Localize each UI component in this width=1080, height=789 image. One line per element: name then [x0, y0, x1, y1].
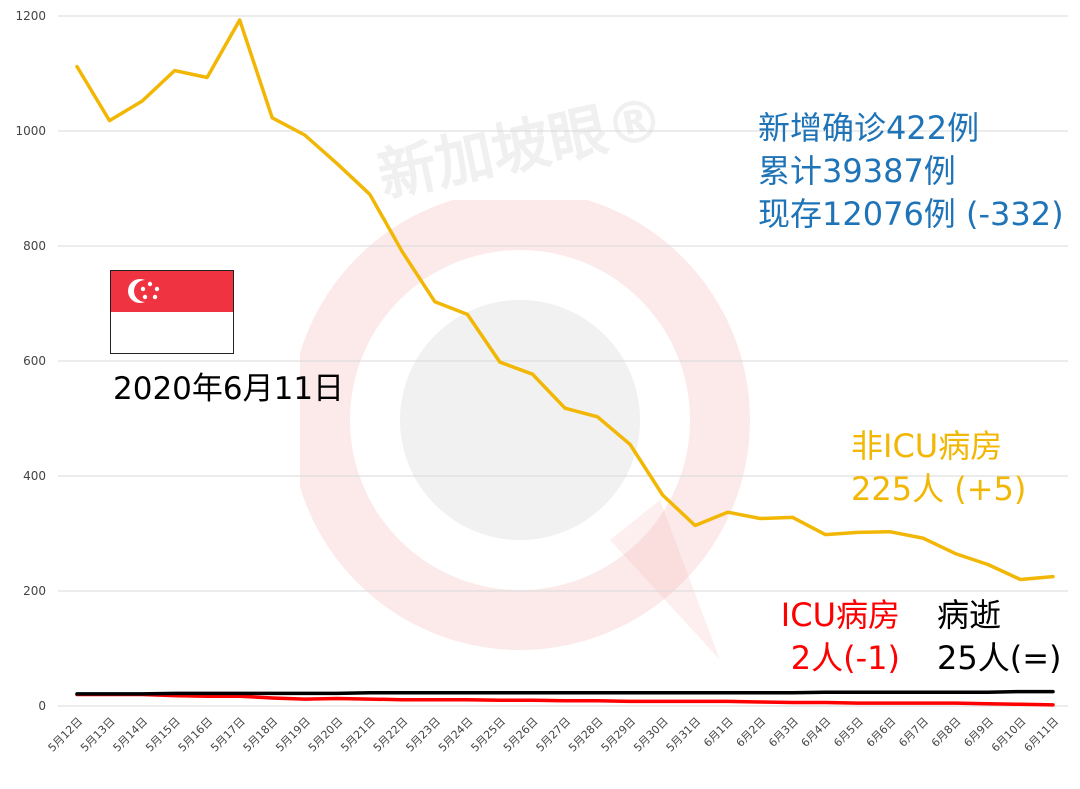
x-tick-label: 6月1日	[701, 715, 736, 750]
x-tick-label: 6月2日	[734, 715, 769, 750]
x-tick-label: 5月12日	[46, 715, 86, 755]
x-tick-label: 6月3日	[766, 715, 801, 750]
x-tick-label: 6月7日	[896, 715, 931, 750]
active-cases-text: 现存12076例 (-332)	[758, 195, 1064, 233]
total-cases-text: 累计39387例	[758, 152, 956, 190]
non-icu-value: 225人 (+5)	[851, 470, 1027, 508]
x-tick-label: 5月30日	[631, 715, 671, 755]
y-tick-label: 1200	[15, 9, 46, 23]
x-tick-label: 6月8日	[929, 715, 964, 750]
x-tick-label: 5月14日	[111, 715, 151, 755]
x-tick-label: 5月15日	[143, 715, 183, 755]
icu-annotation: ICU病房 2人(-1)	[770, 594, 900, 680]
x-tick-label: 5月13日	[78, 715, 118, 755]
deaths-value: 25人(=)	[937, 639, 1062, 677]
x-tick-label: 5月24日	[436, 715, 476, 755]
non-icu-title: 非ICU病房	[851, 427, 1003, 465]
x-tick-label: 6月5日	[831, 715, 866, 750]
watermark-pin-icon	[300, 200, 750, 660]
x-tick-label: 5月22日	[371, 715, 411, 755]
x-axis-ticks: 5月12日5月13日5月14日5月15日5月16日5月17日5月18日5月19日…	[46, 715, 1062, 755]
x-tick-label: 5月21日	[338, 715, 378, 755]
y-axis-ticks: 0 200 400 600 800 1000 1200	[15, 9, 46, 713]
x-tick-label: 5月26日	[501, 715, 541, 755]
x-tick-label: 5月20日	[306, 715, 346, 755]
x-tick-label: 5月25日	[468, 715, 508, 755]
x-tick-label: 5月31日	[664, 715, 704, 755]
icu-title: ICU病房	[780, 596, 900, 634]
x-tick-label: 5月27日	[534, 715, 574, 755]
x-tick-label: 6月6日	[864, 715, 899, 750]
series-line-ICU病房	[75, 692, 1055, 707]
y-tick-label: 1000	[15, 124, 46, 138]
series-lines	[75, 18, 1055, 707]
new-cases-text: 新增确诊422例	[758, 109, 980, 147]
y-tick-label: 0	[38, 699, 46, 713]
deaths-annotation: 病逝 25人(=)	[937, 594, 1062, 680]
singapore-flag-icon	[110, 270, 234, 354]
deaths-title: 病逝	[937, 596, 1002, 634]
grid-lines	[58, 15, 1068, 707]
x-tick-label: 5月23日	[403, 715, 443, 755]
y-tick-label: 600	[23, 354, 46, 368]
x-tick-label: 5月29日	[599, 715, 639, 755]
x-tick-label: 6月10日	[989, 715, 1029, 755]
y-tick-label: 400	[23, 469, 46, 483]
x-tick-label: 5月16日	[176, 715, 216, 755]
y-tick-label: 200	[23, 584, 46, 598]
non-icu-annotation: 非ICU病房 225人 (+5)	[851, 425, 1026, 511]
x-tick-label: 5月17日	[208, 715, 248, 755]
series-line-非ICU病房	[75, 18, 1055, 582]
x-tick-label: 5月18日	[241, 715, 281, 755]
x-tick-label: 5月19日	[273, 715, 313, 755]
date-label: 2020年6月11日	[113, 371, 345, 407]
y-tick-label: 800	[23, 239, 46, 253]
x-tick-label: 6月11日	[1022, 715, 1062, 755]
summary-annotation: 新增确诊422例 累计39387例 现存12076例 (-332)	[758, 107, 1064, 236]
x-tick-label: 5月28日	[566, 715, 606, 755]
x-tick-label: 6月4日	[799, 715, 834, 750]
series-line-病逝	[75, 689, 1055, 696]
icu-value: 2人(-1)	[790, 639, 900, 677]
